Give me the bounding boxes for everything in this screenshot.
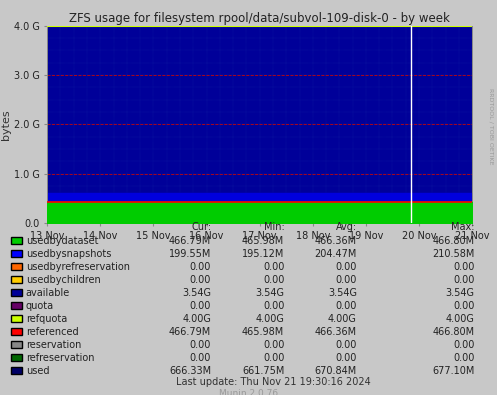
Text: available: available — [26, 288, 70, 298]
Text: 466.36M: 466.36M — [315, 236, 357, 246]
Text: 661.75M: 661.75M — [242, 366, 284, 376]
Text: 0.00: 0.00 — [263, 275, 284, 285]
Title: ZFS usage for filesystem rpool/data/subvol-109-disk-0 - by week: ZFS usage for filesystem rpool/data/subv… — [69, 11, 450, 24]
Text: reservation: reservation — [26, 340, 81, 350]
Text: 3.54G: 3.54G — [255, 288, 284, 298]
Text: 670.84M: 670.84M — [315, 366, 357, 376]
Text: Min:: Min: — [263, 222, 284, 232]
Text: 4.00G: 4.00G — [182, 314, 211, 324]
Text: Avg:: Avg: — [335, 222, 357, 232]
Text: refreservation: refreservation — [26, 353, 94, 363]
Text: 0.00: 0.00 — [263, 353, 284, 363]
Text: 199.55M: 199.55M — [169, 249, 211, 259]
Text: 3.54G: 3.54G — [182, 288, 211, 298]
Text: 0.00: 0.00 — [335, 275, 357, 285]
Text: 0.00: 0.00 — [335, 262, 357, 272]
Text: refquota: refquota — [26, 314, 67, 324]
Text: 466.36M: 466.36M — [315, 327, 357, 337]
Text: Last update: Thu Nov 21 19:30:16 2024: Last update: Thu Nov 21 19:30:16 2024 — [176, 377, 371, 387]
Text: referenced: referenced — [26, 327, 79, 337]
Text: 677.10M: 677.10M — [432, 366, 475, 376]
Text: used: used — [26, 366, 49, 376]
Text: 0.00: 0.00 — [335, 301, 357, 311]
Text: 0.00: 0.00 — [263, 301, 284, 311]
Text: quota: quota — [26, 301, 54, 311]
Text: 0.00: 0.00 — [190, 340, 211, 350]
Text: 4.00G: 4.00G — [255, 314, 284, 324]
Text: 466.80M: 466.80M — [432, 327, 475, 337]
Text: 0.00: 0.00 — [335, 353, 357, 363]
Text: RRDTOOL / TOBI OETIKE: RRDTOOL / TOBI OETIKE — [488, 88, 493, 165]
Text: 0.00: 0.00 — [453, 275, 475, 285]
Text: 465.98M: 465.98M — [242, 236, 284, 246]
Text: Munin 2.0.76: Munin 2.0.76 — [219, 389, 278, 395]
Text: 0.00: 0.00 — [453, 301, 475, 311]
Text: 0.00: 0.00 — [335, 340, 357, 350]
Text: usedbyrefreservation: usedbyrefreservation — [26, 262, 130, 272]
Text: Cur:: Cur: — [191, 222, 211, 232]
Text: 0.00: 0.00 — [190, 301, 211, 311]
Text: 0.00: 0.00 — [190, 353, 211, 363]
Text: 0.00: 0.00 — [453, 353, 475, 363]
Text: 0.00: 0.00 — [453, 340, 475, 350]
Text: 4.00G: 4.00G — [446, 314, 475, 324]
Text: 466.79M: 466.79M — [169, 327, 211, 337]
Text: 0.00: 0.00 — [263, 262, 284, 272]
Y-axis label: bytes: bytes — [1, 109, 11, 140]
Text: 210.58M: 210.58M — [432, 249, 475, 259]
Text: 666.33M: 666.33M — [169, 366, 211, 376]
Text: 3.54G: 3.54G — [328, 288, 357, 298]
Text: 204.47M: 204.47M — [315, 249, 357, 259]
Text: 3.54G: 3.54G — [446, 288, 475, 298]
Text: Max:: Max: — [451, 222, 475, 232]
Text: 0.00: 0.00 — [190, 262, 211, 272]
Text: 195.12M: 195.12M — [242, 249, 284, 259]
Text: 0.00: 0.00 — [263, 340, 284, 350]
Text: 465.98M: 465.98M — [242, 327, 284, 337]
Text: 0.00: 0.00 — [190, 275, 211, 285]
Text: 0.00: 0.00 — [453, 262, 475, 272]
Text: usedbysnapshots: usedbysnapshots — [26, 249, 111, 259]
Text: 4.00G: 4.00G — [328, 314, 357, 324]
Text: usedbydataset: usedbydataset — [26, 236, 98, 246]
Text: usedbychildren: usedbychildren — [26, 275, 100, 285]
Text: 466.80M: 466.80M — [432, 236, 475, 246]
Text: 466.79M: 466.79M — [169, 236, 211, 246]
